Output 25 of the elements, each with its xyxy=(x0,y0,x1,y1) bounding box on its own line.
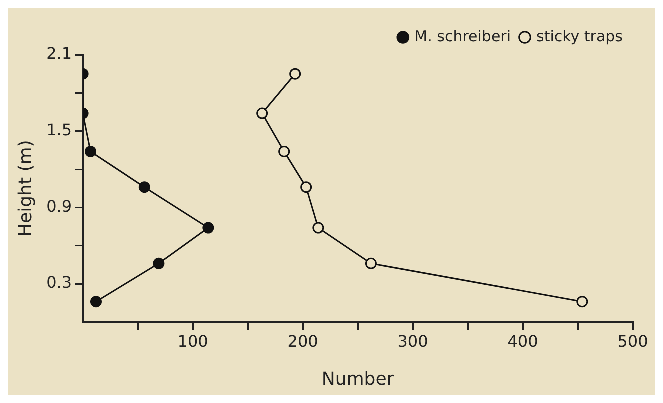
y-tick-label: 1.5 xyxy=(46,120,72,140)
point xyxy=(365,258,377,270)
point xyxy=(84,146,96,158)
x-axis-title: Number xyxy=(322,368,395,390)
x-tick-label: 200 xyxy=(288,332,318,351)
y-tick-label: 0.9 xyxy=(46,196,72,216)
point xyxy=(138,182,150,194)
legend-label: M. schreiberi xyxy=(414,27,512,46)
y-tick-label: 2.1 xyxy=(46,44,72,64)
point xyxy=(300,182,312,194)
y-tick-label: 0.3 xyxy=(46,273,72,292)
x-tick-label: 500 xyxy=(618,332,648,351)
point xyxy=(576,296,588,308)
point xyxy=(312,222,324,234)
point xyxy=(202,222,214,234)
y-axis-title: Height (m) xyxy=(15,140,36,238)
x-tick-label: 100 xyxy=(178,332,208,351)
point xyxy=(256,108,268,120)
x-tick-label: 400 xyxy=(508,332,538,351)
point xyxy=(290,68,302,80)
point xyxy=(90,296,102,308)
point xyxy=(278,146,290,158)
point xyxy=(153,258,165,270)
x-tick-label: 300 xyxy=(398,332,428,351)
legend-label: sticky traps xyxy=(536,27,624,46)
